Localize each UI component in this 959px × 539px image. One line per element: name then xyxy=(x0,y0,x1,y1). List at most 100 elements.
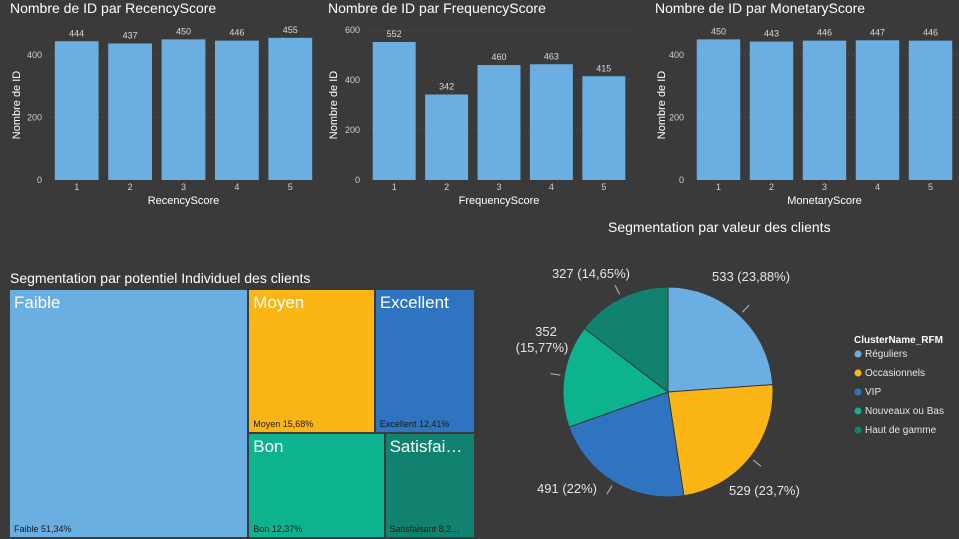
x-tick-label: 4 xyxy=(875,182,880,192)
pie-data-label: 529 (23,7%) xyxy=(729,483,800,498)
pie-leader-line xyxy=(550,373,561,376)
bar[interactable] xyxy=(582,76,626,180)
treemap-cell-label: Satisfaisant 8,2… xyxy=(389,523,461,534)
pie-data-label: 533 (23,88%) xyxy=(712,269,790,284)
bar-chart-monetary: Nombre de ID par MonetaryScore 0 200 400 4 5… xyxy=(645,0,959,215)
x-axis-label: FrequencyScore xyxy=(459,195,540,207)
legend-item[interactable]: VIP xyxy=(865,387,881,398)
legend-item[interactable]: Nouveaux ou Bas xyxy=(865,406,944,417)
pie-chart-svg: 533 (23,88%) 529 (23,7%) 491 (22%) 352(15,7… xyxy=(516,266,944,498)
treemap-title: Segmentation par potentiel Individuel de… xyxy=(10,270,311,286)
pie-slice[interactable] xyxy=(583,286,669,394)
bar-data-label: 342 xyxy=(439,82,454,92)
bar[interactable] xyxy=(477,65,521,180)
bar[interactable] xyxy=(161,39,206,180)
legend-item[interactable]: Occasionnels xyxy=(865,368,925,379)
pie-data-label: 491 (22%) xyxy=(537,481,597,496)
y-tick-label: 600 xyxy=(345,25,360,35)
x-tick-label: 5 xyxy=(601,182,606,192)
x-tick-label: 2 xyxy=(769,182,774,192)
treemap-cell[interactable]: Moyen Moyen 15,68% xyxy=(249,290,376,434)
bar-data-label: 446 xyxy=(923,28,938,38)
bar-data-label: 455 xyxy=(283,25,298,35)
pie-slice[interactable] xyxy=(562,327,670,428)
pie-slice[interactable] xyxy=(667,286,774,393)
x-tick-label: 3 xyxy=(496,182,501,192)
treemap-cell-name: Bon xyxy=(253,436,284,456)
chart-title: Nombre de ID par RecencyScore xyxy=(10,0,217,16)
y-axis-label: Nombre de ID xyxy=(656,71,668,140)
bar[interactable] xyxy=(108,43,152,180)
bar-chart-frequency: Nombre de ID par FrequencyScore 0 200 400 6… xyxy=(320,0,650,215)
pie-data-label: (15,77%) xyxy=(516,340,569,355)
treemap-cell-label: Faible 51,34% xyxy=(14,524,72,534)
pie-slice[interactable] xyxy=(568,391,685,498)
bar[interactable] xyxy=(696,39,741,180)
treemap-cell[interactable]: Satisfai… Satisfaisant 8,2… xyxy=(385,433,476,539)
treemap-cell-label: Excellent 12,41% xyxy=(379,418,450,429)
treemap-panel: Segmentation par potentiel Individuel de… xyxy=(0,268,480,539)
x-tick-label: 4 xyxy=(549,182,554,192)
legend-marker xyxy=(854,350,862,358)
x-axis-label: RecencyScore xyxy=(148,195,220,207)
treemap-cell[interactable]: Bon Bon 12,37% xyxy=(249,433,386,539)
y-tick-label: 0 xyxy=(679,175,684,185)
x-tick-label: 5 xyxy=(288,182,293,192)
y-axis-label: Nombre de ID xyxy=(11,71,23,140)
bar[interactable] xyxy=(54,41,99,180)
bar[interactable] xyxy=(855,40,900,180)
y-tick-label: 400 xyxy=(669,50,684,60)
bar[interactable] xyxy=(908,40,953,180)
legend-item[interactable]: Haut de gamme xyxy=(865,425,937,436)
bar[interactable] xyxy=(802,40,847,180)
x-tick-label: 2 xyxy=(128,182,133,192)
y-tick-label: 200 xyxy=(345,125,360,135)
x-tick-label: 2 xyxy=(444,182,449,192)
bar-data-label: 437 xyxy=(123,30,138,40)
treemap-cell-name: Excellent xyxy=(379,293,449,312)
legend-marker xyxy=(854,369,862,377)
x-axis-label: MonetaryScore xyxy=(787,195,862,207)
legend-marker xyxy=(854,426,862,434)
treemap-cell[interactable]: Faible Faible 51,34% xyxy=(10,290,250,539)
bar-data-label: 444 xyxy=(69,28,84,38)
legend-marker xyxy=(854,407,862,415)
y-tick-label: 200 xyxy=(669,113,684,123)
bar[interactable] xyxy=(749,41,794,180)
chart-title: Nombre de ID par FrequencyScore xyxy=(328,0,546,16)
bar[interactable] xyxy=(425,94,469,181)
legend-item[interactable]: Réguliers xyxy=(865,349,907,360)
bar-chart-svg: 0 200 400 600 552 1 342 2 460 3 463 4 415 5 FrequencyS… xyxy=(328,25,630,207)
x-tick-label: 1 xyxy=(716,182,721,192)
pie-leader-line xyxy=(614,285,621,295)
treemap-cell-label: Moyen 15,68% xyxy=(253,418,314,429)
bar-chart-svg: 0 200 400 444 1 437 2 450 3 446 4 455 5 RecencyScore N… xyxy=(11,25,317,207)
pie-data-label: 327 (14,65%) xyxy=(552,266,630,281)
bar[interactable] xyxy=(215,40,259,180)
bar[interactable] xyxy=(529,64,573,180)
bar[interactable] xyxy=(372,42,416,180)
x-tick-label: 5 xyxy=(928,182,933,192)
bar-data-label: 446 xyxy=(229,28,244,38)
x-tick-label: 3 xyxy=(822,182,827,192)
y-axis-label: Nombre de ID xyxy=(328,71,340,140)
pie-leader-line xyxy=(606,485,613,495)
chart-title: Nombre de ID par MonetaryScore xyxy=(655,0,866,16)
treemap-cell-name: Faible xyxy=(14,293,61,312)
bar-chart-recency: Nombre de ID par RecencyScore 0 200 400 444… xyxy=(0,0,320,215)
bar-chart-svg: 0 200 400 450 1 443 2 446 3 447 4 446 5 MonetaryScore… xyxy=(656,26,957,207)
treemap-cell-name: Moyen xyxy=(253,293,305,312)
bar-data-label: 463 xyxy=(544,51,559,61)
pie-leader-line xyxy=(752,459,762,467)
bar-data-label: 415 xyxy=(596,63,611,73)
y-tick-label: 400 xyxy=(345,75,360,85)
bar-data-label: 447 xyxy=(870,27,885,37)
pie-slice[interactable] xyxy=(667,384,774,497)
bar-data-label: 552 xyxy=(387,29,402,39)
treemap-cell-label: Bon 12,37% xyxy=(253,523,303,534)
treemap-cell[interactable]: Excellent Excellent 12,41% xyxy=(375,290,476,434)
bar[interactable] xyxy=(268,37,313,180)
bar-data-label: 446 xyxy=(817,28,832,38)
bar-data-label: 460 xyxy=(491,52,506,62)
legend-title: ClusterName_RFM xyxy=(854,335,943,346)
